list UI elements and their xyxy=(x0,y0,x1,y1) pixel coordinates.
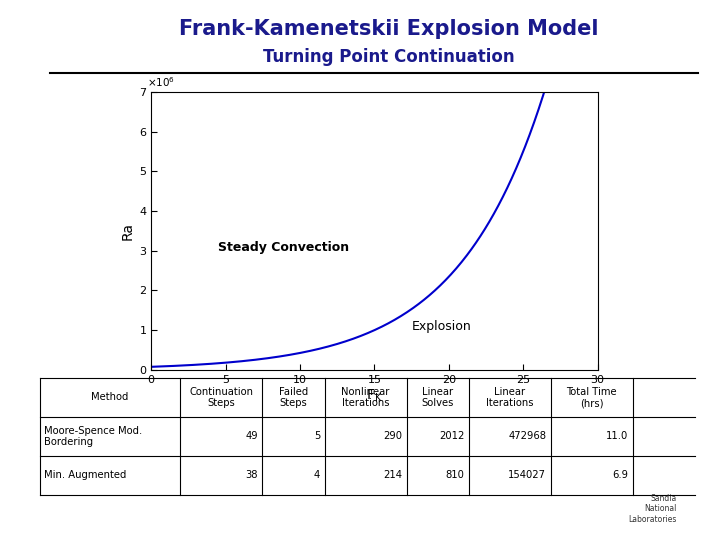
X-axis label: $\mathregular{F_K}$: $\mathregular{F_K}$ xyxy=(366,388,383,404)
Text: 2012: 2012 xyxy=(439,431,464,441)
Text: Steady Convection: Steady Convection xyxy=(218,241,349,254)
Text: Total Time
(hrs): Total Time (hrs) xyxy=(567,387,617,408)
Text: Frank-Kamenetskii Explosion Model: Frank-Kamenetskii Explosion Model xyxy=(179,19,598,39)
Text: Moore-Spence Mod.
Bordering: Moore-Spence Mod. Bordering xyxy=(44,426,142,447)
Text: 472968: 472968 xyxy=(508,431,546,441)
Text: Continuation
Steps: Continuation Steps xyxy=(189,387,253,408)
Text: 38: 38 xyxy=(246,470,258,480)
Text: Sandia
National
Laboratories: Sandia National Laboratories xyxy=(629,494,677,524)
Text: 11.0: 11.0 xyxy=(606,431,629,441)
Text: Turning Point Continuation: Turning Point Continuation xyxy=(263,48,515,65)
Text: 290: 290 xyxy=(383,431,402,441)
Text: 49: 49 xyxy=(246,431,258,441)
Y-axis label: Ra: Ra xyxy=(121,222,135,240)
Text: 810: 810 xyxy=(446,470,464,480)
Text: 154027: 154027 xyxy=(508,470,546,480)
Text: Linear
Iterations: Linear Iterations xyxy=(486,387,534,408)
Text: Method: Method xyxy=(91,393,129,402)
Text: Min. Augmented: Min. Augmented xyxy=(44,470,126,480)
Text: 4: 4 xyxy=(314,470,320,480)
Text: $\times\mathregular{10^6}$: $\times\mathregular{10^6}$ xyxy=(147,75,175,89)
Text: 6.9: 6.9 xyxy=(612,470,629,480)
Text: Linear
Solves: Linear Solves xyxy=(421,387,454,408)
Text: 5: 5 xyxy=(314,431,320,441)
Text: Failed
Steps: Failed Steps xyxy=(279,387,308,408)
Text: Nonlinear
Iterations: Nonlinear Iterations xyxy=(341,387,390,408)
Text: 214: 214 xyxy=(383,470,402,480)
Text: Explosion: Explosion xyxy=(412,320,472,333)
